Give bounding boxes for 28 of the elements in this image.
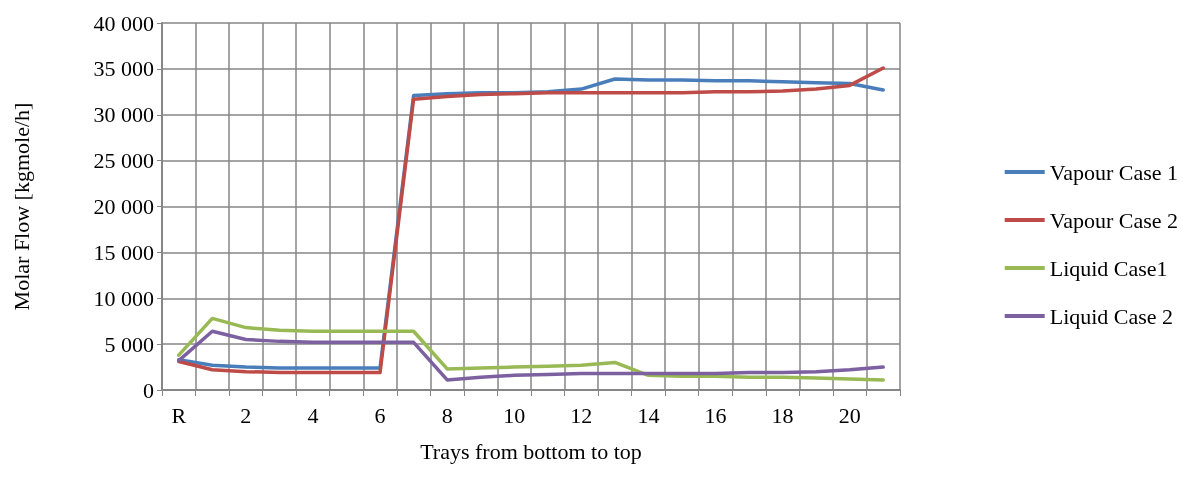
x-tick-label: 8 (441, 402, 453, 428)
x-tick-label: 16 (704, 402, 727, 428)
y-tick-label: 30 000 (93, 102, 154, 128)
x-tick-label: 20 (838, 402, 861, 428)
y-axis-title: Molar Flow [kgmole/h] (8, 102, 34, 311)
x-tick-label: 4 (307, 402, 319, 428)
x-tick-label: 10 (503, 402, 526, 428)
y-tick-label: 15 000 (93, 239, 154, 265)
x-tick-label: 18 (771, 402, 794, 428)
x-tick-label: 14 (637, 402, 660, 428)
legend-label: Vapour Case 2 (1049, 207, 1179, 233)
x-tick-label: 2 (240, 402, 252, 428)
legend-label: Liquid Case1 (1049, 255, 1168, 281)
x-tick-label: 12 (570, 402, 593, 428)
x-axis-title: Trays from bottom to top (420, 438, 642, 464)
legend-label: Vapour Case 1 (1049, 159, 1179, 185)
y-tick-label: 25 000 (93, 148, 154, 174)
y-tick-label: 0 (143, 377, 154, 403)
legend-label: Liquid Case 2 (1049, 303, 1174, 329)
y-tick-label: 10 000 (93, 285, 154, 311)
y-tick-label: 35 000 (93, 56, 154, 82)
y-tick-label: 20 000 (93, 194, 154, 219)
x-tick-label: 6 (374, 402, 386, 428)
x-tick-label: R (171, 402, 187, 428)
line-series (177, 316, 885, 382)
y-tick-label: 5 000 (104, 331, 154, 357)
line-series (177, 329, 885, 382)
y-tick-label: 40 000 (93, 10, 154, 36)
